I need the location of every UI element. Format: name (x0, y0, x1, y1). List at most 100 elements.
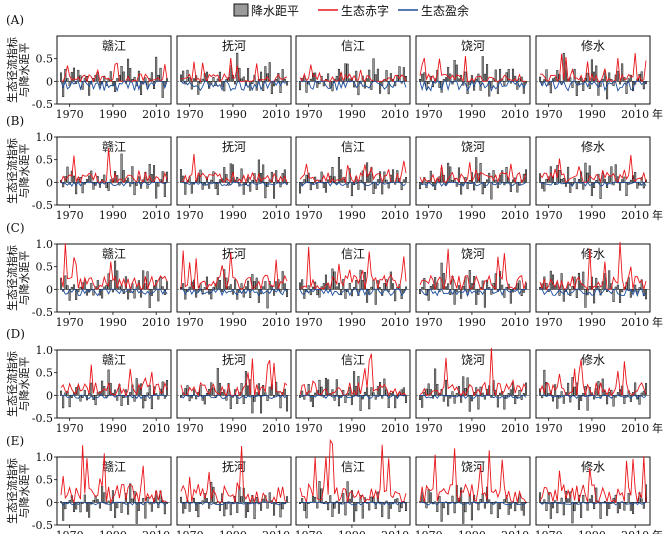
precip-bar (214, 182, 217, 189)
precip-bar (455, 64, 458, 82)
precip-bar (496, 502, 499, 518)
precip-bar (379, 381, 382, 396)
legend-label: 生态赤字 (341, 3, 389, 18)
precip-bar (556, 502, 559, 514)
precip-bar (580, 395, 583, 401)
precip-bar (387, 182, 390, 189)
panel-frame (176, 243, 292, 313)
precip-bar (279, 395, 282, 409)
precip-bar (520, 395, 523, 400)
precip-bar (240, 383, 243, 396)
precip-bar (486, 64, 489, 82)
precip-bar (344, 289, 347, 299)
precip-bar (103, 492, 106, 503)
y-tick-label: 0.5 (36, 367, 54, 380)
precip-bar (92, 500, 95, 503)
panel-5-4: 饶河 1970 1990 2010 (415, 448, 531, 534)
precip-bar (616, 284, 619, 290)
panel-1-4: 饶河 1970 1990 2010 (415, 35, 531, 121)
precip-bar (344, 502, 347, 516)
precip-bar (270, 286, 273, 290)
ecological-deficit-line (419, 248, 527, 291)
precip-bar (83, 390, 86, 396)
precip-bar (165, 78, 169, 82)
panel-3-5: 修水 1970 1990 2010 年 (535, 241, 663, 329)
x-tick-label: 1970 (535, 209, 563, 222)
x-tick-label: 1970 (176, 316, 204, 329)
precip-bar (567, 498, 570, 503)
x-tick-label: 1990 (338, 209, 366, 222)
precip-bar (236, 502, 239, 513)
precip-bar (494, 179, 497, 183)
precip-bar (516, 283, 519, 290)
precip-bar (538, 492, 542, 503)
precip-bar (77, 69, 80, 82)
precip-bar (70, 286, 73, 290)
precip-bar (389, 393, 392, 396)
precip-bar (460, 182, 463, 195)
precip-bar (466, 377, 469, 396)
precip-bar (427, 489, 430, 503)
panel-title: 饶河 (461, 39, 485, 53)
precip-bar (142, 498, 145, 503)
precip-bar (389, 271, 392, 290)
precip-bar (157, 289, 160, 302)
x-unit-label: 年 (652, 315, 663, 329)
ecological-surplus-line (300, 79, 407, 91)
precip-bar (460, 289, 463, 299)
precip-bar (562, 502, 565, 516)
precip-bar (355, 502, 358, 512)
precip-bar (118, 286, 121, 290)
precip-bar (582, 392, 585, 396)
precip-bar (148, 385, 151, 396)
precip-bar (481, 392, 484, 396)
precip-bar (262, 498, 265, 503)
precip-bar (103, 174, 106, 183)
panel-title: 赣江 (102, 39, 126, 53)
x-tick-label: 2010 (621, 529, 649, 534)
precip-bar (155, 56, 158, 82)
x-tick-label: 1990 (578, 422, 606, 435)
panel-1-3: 信江 1970 1990 2010 (295, 35, 411, 121)
precip-bar (281, 502, 284, 510)
precip-bar (137, 176, 140, 183)
precip-bar (379, 81, 382, 94)
ecological-surplus-line (419, 79, 527, 92)
precip-bar (580, 502, 583, 518)
precip-bar (197, 289, 200, 292)
precip-bar (569, 395, 572, 403)
precip-bar (453, 502, 456, 514)
precip-bar (182, 283, 185, 290)
precip-bar (242, 76, 245, 82)
y-axis-title-line: 与降水距平 (17, 251, 31, 306)
precip-bar (404, 502, 408, 512)
precip-bar (234, 279, 237, 290)
precip-bar (593, 289, 596, 304)
ecological-deficit-line (299, 246, 407, 291)
precip-bar (72, 175, 76, 183)
precip-bar (601, 172, 604, 183)
precip-bar (608, 270, 611, 290)
precip-bar (577, 179, 580, 183)
panel-frame (295, 243, 411, 313)
precip-bar (229, 65, 232, 82)
ecological-surplus-line (180, 501, 288, 506)
precip-bar (556, 283, 559, 290)
precip-bar (644, 81, 648, 85)
precip-bar (509, 182, 512, 192)
precip-bar (421, 73, 424, 82)
precip-bar (494, 69, 497, 82)
panel-frame (415, 35, 531, 105)
precip-bar (575, 502, 578, 504)
precip-bar (197, 502, 200, 518)
precip-bar (348, 78, 351, 82)
precip-bar (298, 502, 302, 504)
precip-bar (543, 499, 546, 503)
y-axis-title-line: 与降水距平 (17, 357, 31, 412)
precip-bar (283, 78, 286, 82)
precip-bar (621, 63, 624, 82)
precip-bar (111, 81, 114, 87)
x-tick-label: 1990 (578, 209, 606, 222)
precip-bar (305, 81, 308, 93)
precip-bar (368, 174, 371, 183)
